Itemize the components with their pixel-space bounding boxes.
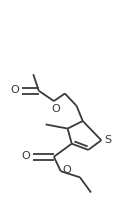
Text: S: S [104,135,111,145]
Text: O: O [22,152,30,161]
Text: O: O [62,165,71,175]
Text: O: O [51,104,60,114]
Text: O: O [10,86,19,95]
